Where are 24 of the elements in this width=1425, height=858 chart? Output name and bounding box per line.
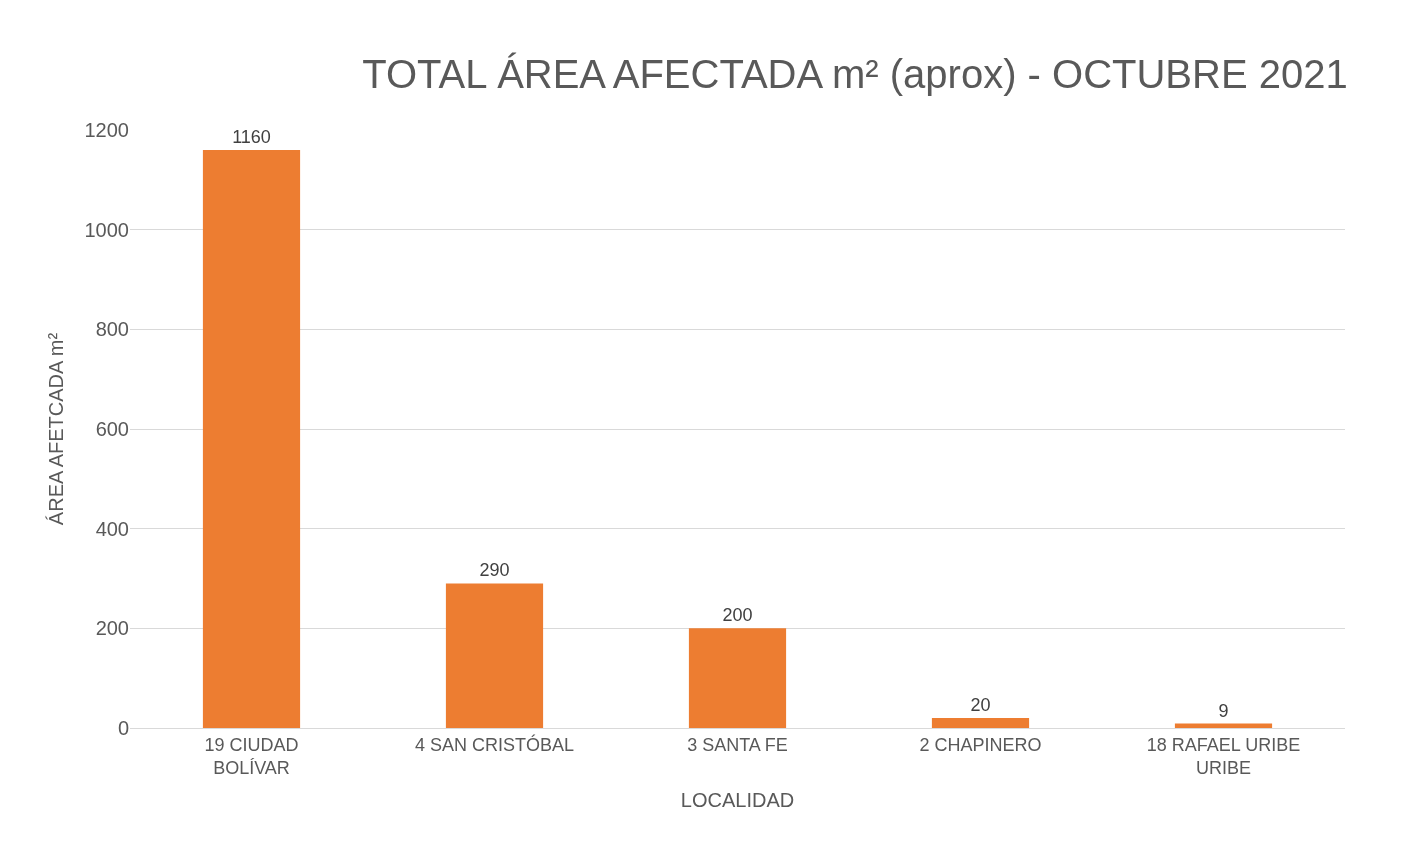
y-tick-label: 0	[117, 717, 129, 739]
bar	[445, 583, 544, 728]
x-tick-label: 18 RAFAEL URIBE URIBE	[1146, 734, 1301, 778]
data-label: 20	[970, 695, 991, 716]
data-label: 9	[1218, 700, 1229, 721]
x-tick-label: 19 CIUDAD BOLÍVAR	[204, 734, 299, 778]
y-tick-label: 200	[95, 617, 129, 640]
x-axis-title: LOCALIDAD	[680, 788, 795, 811]
x-tick-label: 4 SAN CRISTÓBAL	[414, 733, 575, 755]
bar	[931, 718, 1030, 728]
data-label: 290	[479, 560, 510, 581]
y-tick-label: 1000	[84, 218, 129, 241]
y-axis-title: ÁREA AFETCADA m²	[45, 332, 67, 526]
data-label: 1160	[232, 126, 271, 147]
data-label: 200	[722, 605, 753, 626]
x-tick-label: 3 SANTA FE	[687, 734, 788, 755]
x-tick-label: 2 CHAPINERO	[919, 734, 1042, 755]
y-tick-label: 600	[95, 418, 129, 440]
y-tick-label: 800	[95, 318, 129, 341]
bar	[688, 628, 787, 728]
y-tick-label: 400	[95, 517, 129, 540]
bar	[202, 149, 301, 728]
y-tick-label: 1200	[84, 119, 129, 141]
chart-title: TOTAL ÁREA AFECTADA m² (aprox) - OCTUBRE 2021	[362, 52, 1348, 97]
